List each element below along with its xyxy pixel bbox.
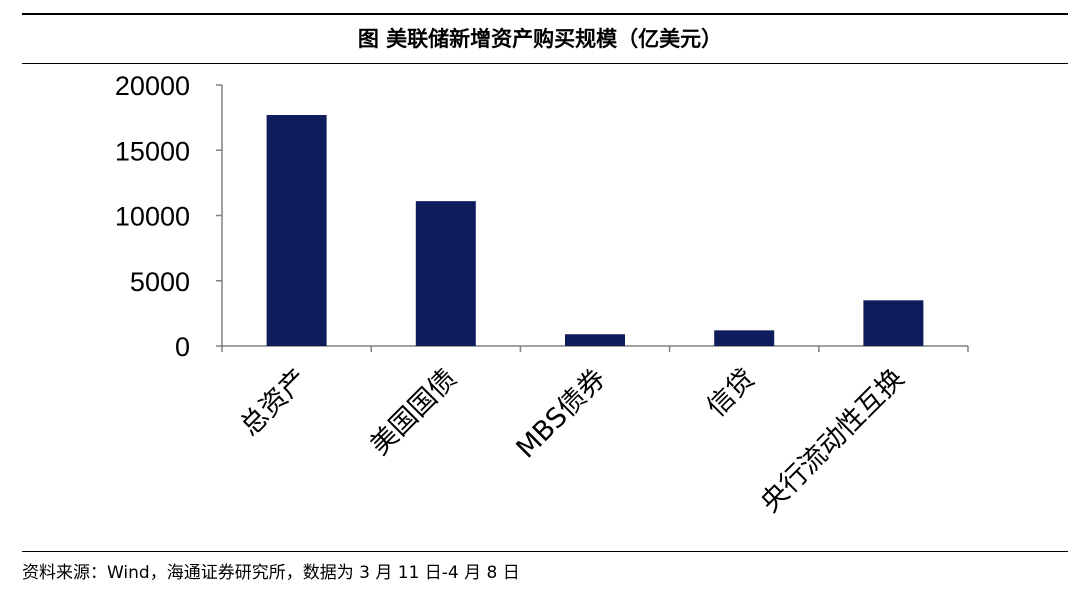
category-label: MBS债券 [510, 363, 611, 464]
bar [714, 330, 775, 346]
bar [415, 201, 476, 346]
y-tick-label: 10000 [115, 202, 190, 232]
category-label: 总资产 [234, 363, 313, 442]
category-label: 央行流动性互换 [755, 363, 911, 519]
title-rule [22, 63, 1068, 64]
source-note: 资料来源：Wind，海通证券研究所，数据为 3 月 11 日-4 月 8 日 [22, 563, 520, 583]
y-tick-label: 20000 [115, 71, 190, 101]
bottom-rule [22, 551, 1068, 552]
category-label: 美国国债 [364, 363, 462, 461]
y-tick-label: 5000 [130, 267, 190, 297]
y-tick-label: 0 [175, 332, 190, 362]
bar [863, 300, 924, 346]
y-axis: 0 5000 10000 15000 20000 [115, 71, 223, 362]
x-axis [221, 345, 969, 352]
bar [266, 115, 327, 346]
category-label: 信贷 [701, 363, 761, 423]
top-rule [22, 13, 1068, 15]
y-tick-label: 15000 [115, 136, 190, 166]
bar [565, 334, 625, 346]
chart-title: 图 美联储新增资产购买规模（亿美元） [357, 27, 723, 51]
bars [266, 115, 924, 346]
